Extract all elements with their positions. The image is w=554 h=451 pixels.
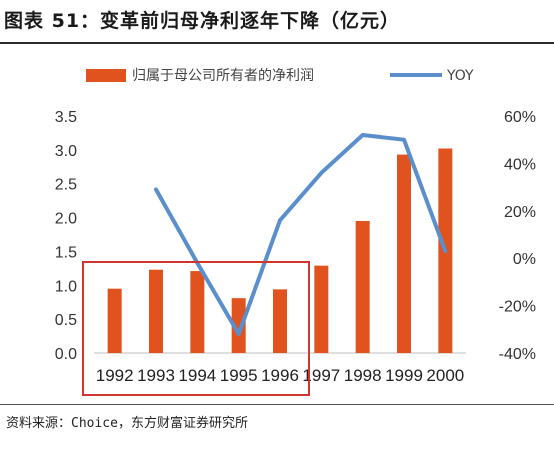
bar-1999 xyxy=(397,154,411,353)
left-y-tick-label: 3.5 xyxy=(55,109,77,126)
right-y-tick-label: -40% xyxy=(499,346,536,363)
left-y-tick-label: 0.5 xyxy=(55,312,77,329)
source-divider xyxy=(0,404,554,405)
x-tick-label: 1994 xyxy=(178,366,216,385)
x-tick-label: 1998 xyxy=(344,366,382,385)
left-y-tick-label: 2.5 xyxy=(55,177,77,194)
left-y-tick-label: 3.0 xyxy=(55,143,77,160)
legend-bar-swatch xyxy=(86,69,126,82)
right-y-axis: -40% -20% 0% 20% 40% 60% xyxy=(499,109,536,363)
bar-1995 xyxy=(231,298,246,353)
right-y-tick-label: 60% xyxy=(504,109,536,126)
bar-1993 xyxy=(149,269,163,353)
x-axis-ticks: 1992 1993 1994 1995 1996 1997 1998 1999 2000 xyxy=(96,366,464,385)
left-y-tick-label: 1.0 xyxy=(55,278,77,295)
legend: 归属于母公司所有者的净利润 YOY xyxy=(86,67,474,84)
left-y-tick-label: 2.0 xyxy=(55,211,77,228)
x-tick-label: 1992 xyxy=(96,366,134,385)
x-tick-label: 1999 xyxy=(385,366,423,385)
left-y-tick-label: 1.5 xyxy=(55,244,77,261)
title-divider xyxy=(0,42,554,44)
source-note: 资料来源：Choice，东方财富证券研究所 xyxy=(6,416,248,431)
right-y-tick-label: 40% xyxy=(504,156,536,173)
left-y-tick-label: 0.0 xyxy=(55,346,77,363)
right-y-tick-label: 20% xyxy=(504,204,536,221)
bar-series xyxy=(107,148,453,353)
x-tick-label: 1997 xyxy=(302,366,340,385)
left-y-axis: 0.0 0.5 1.0 1.5 2.0 2.5 3.0 3.5 xyxy=(55,109,77,363)
bar-1994 xyxy=(190,271,205,353)
x-tick-label: 1993 xyxy=(137,366,175,385)
figure-title: 图表 51：变革前归母净利逐年下降（亿元） xyxy=(4,10,401,32)
x-tick-label: 1995 xyxy=(220,366,258,385)
right-y-tick-label: 0% xyxy=(513,251,536,268)
bar-1992 xyxy=(107,288,122,353)
highlight-box xyxy=(82,261,310,396)
bar-1997 xyxy=(314,265,329,353)
x-tick-label: 1996 xyxy=(261,366,299,385)
bar-1996 xyxy=(273,289,287,353)
yoy-line xyxy=(154,133,448,336)
bar-1998 xyxy=(355,220,370,353)
legend-bar-label: 归属于母公司所有者的净利润 xyxy=(132,67,314,84)
legend-line-label: YOY xyxy=(446,68,474,84)
right-y-tick-label: -20% xyxy=(499,299,536,316)
yoy-line-series xyxy=(154,133,448,336)
x-tick-label: 2000 xyxy=(426,366,464,385)
